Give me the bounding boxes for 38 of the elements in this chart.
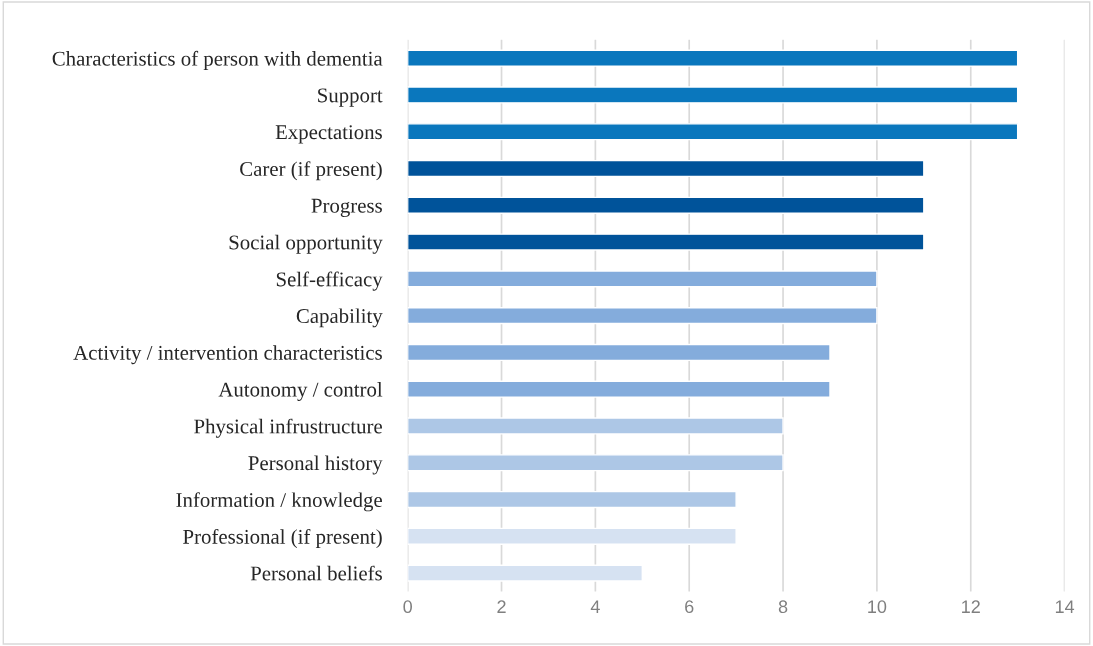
x-tick-label: 10 bbox=[868, 600, 887, 614]
y-tick-label: Characteristics of person with dementia bbox=[52, 50, 383, 70]
bar bbox=[407, 564, 643, 582]
bar bbox=[407, 196, 925, 214]
bar bbox=[407, 86, 1019, 104]
bar bbox=[407, 527, 737, 545]
bar bbox=[407, 233, 925, 251]
y-tick-label: Activity / intervention characteristics bbox=[73, 345, 382, 365]
x-tick-label: 4 bbox=[590, 600, 600, 613]
bar bbox=[407, 454, 784, 472]
bar bbox=[407, 159, 925, 178]
y-tick-label: Self-efficacy bbox=[276, 271, 383, 291]
y-tick-label: Expectations bbox=[275, 125, 382, 144]
x-tick-label: 0 bbox=[403, 600, 412, 614]
y-tick-label: Professional (if present) bbox=[183, 528, 382, 549]
x-tick-label: 2 bbox=[497, 600, 506, 613]
y-tick-label: Carer (if present) bbox=[240, 161, 382, 181]
y-tick-label: Physical infrustructure bbox=[194, 418, 382, 438]
y-tick-label: Progress bbox=[311, 198, 382, 217]
bar bbox=[407, 49, 1019, 67]
bar bbox=[407, 380, 831, 398]
bar bbox=[407, 490, 737, 509]
y-tick-label: Information / knowledge bbox=[176, 492, 382, 512]
x-tick-label: 8 bbox=[778, 600, 788, 614]
y-tick-label: Support bbox=[318, 88, 383, 107]
y-tick-label: Personal history bbox=[248, 455, 383, 475]
x-tick-label: 12 bbox=[962, 600, 980, 613]
y-tick-label: Social opportunity bbox=[229, 234, 383, 254]
bar bbox=[407, 343, 831, 362]
x-tick-label: 14 bbox=[1055, 600, 1075, 613]
bar bbox=[407, 417, 784, 435]
y-tick-label: Capability bbox=[296, 308, 383, 328]
x-tick-label: 6 bbox=[685, 600, 694, 614]
bar bbox=[407, 307, 878, 325]
y-tick-label: Autonomy / control bbox=[218, 381, 383, 401]
bar bbox=[407, 123, 1019, 141]
bar bbox=[407, 270, 878, 288]
y-tick-label: Personal beliefs bbox=[250, 565, 382, 581]
